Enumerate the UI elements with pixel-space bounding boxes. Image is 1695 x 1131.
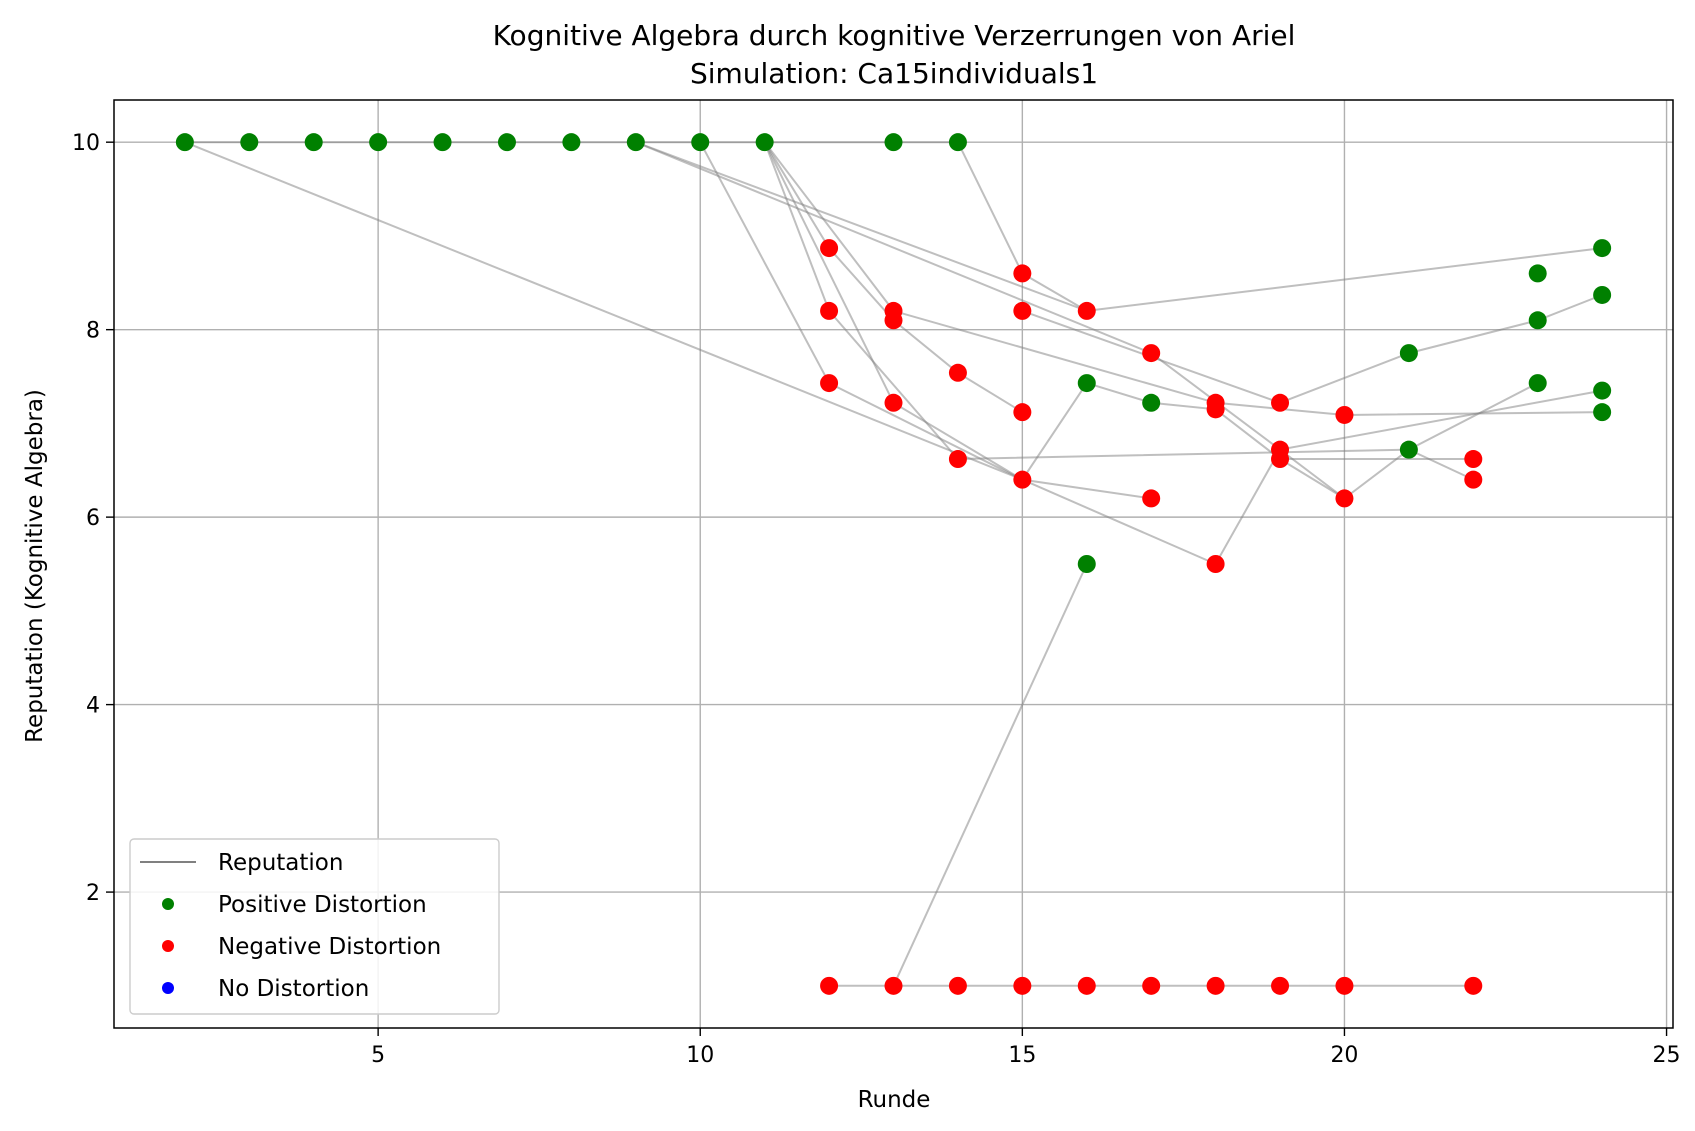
positive-distortion-point [948, 133, 967, 152]
positive-distortion-point [562, 133, 581, 152]
negative-distortion-point [820, 301, 839, 320]
y-axis-ticks: 2 4 6 8 10 [72, 131, 114, 906]
negative-distortion-point [948, 363, 967, 382]
negative-distortion-point [1206, 400, 1225, 419]
reputation-line [635, 141, 1603, 451]
legend-label: No Distortion [218, 976, 369, 1002]
negative-distortion-point [1335, 405, 1354, 424]
y-tick-label: 6 [86, 506, 100, 531]
positive-distortion-point [240, 133, 259, 152]
reputation-line [763, 141, 1023, 413]
positive-distortion-point [1399, 440, 1418, 459]
legend: Reputation Positive Distortion Negative Di… [129, 838, 500, 1015]
positive-distortion-point [755, 133, 774, 152]
negative-distortion-point [948, 976, 967, 995]
reputation-line [1021, 294, 1603, 404]
negative-distortion-point [1464, 470, 1483, 489]
positive-distortion-point [1593, 285, 1612, 304]
negative-distortion-point [1013, 470, 1032, 489]
positive-distortion-point [175, 133, 194, 152]
legend-box [129, 838, 500, 1015]
negative-distortion-point [1013, 403, 1032, 422]
negative-distortion-point [1206, 555, 1225, 573]
reputation-line [763, 141, 1474, 481]
negative-distortion-point [1013, 976, 1032, 995]
negative-distortion-point [1013, 301, 1032, 320]
negative-distortion-point [1142, 344, 1161, 363]
negative-distortion-point [948, 450, 967, 469]
data-points [175, 133, 1612, 995]
reputation-line [763, 141, 1539, 566]
positive-distortion-point [1528, 374, 1547, 393]
x-tick-label: 10 [686, 1043, 714, 1068]
positive-distortion-point [626, 133, 645, 152]
legend-marker-swatch [162, 940, 174, 952]
negative-distortion-point [1335, 976, 1354, 995]
negative-distortion-point [1271, 976, 1290, 995]
plot-frame [113, 99, 1674, 1029]
negative-distortion-point [820, 374, 839, 393]
negative-distortion-point [1077, 301, 1096, 320]
positive-distortion-point [1142, 393, 1161, 412]
positive-distortion-point [497, 133, 516, 152]
negative-distortion-point [1271, 450, 1290, 469]
x-tick-label: 25 [1653, 1043, 1681, 1068]
legend-marker-swatch [162, 982, 174, 994]
negative-distortion-point [1271, 393, 1290, 412]
positive-distortion-point [1528, 264, 1547, 283]
legend-label: Positive Distortion [218, 892, 427, 918]
negative-distortion-point [884, 393, 903, 412]
reputation-line [699, 141, 1152, 500]
positive-distortion-point [1593, 239, 1612, 258]
positive-distortion-point [1077, 555, 1096, 573]
y-tick-label: 2 [86, 881, 100, 906]
positive-distortion-point [433, 133, 452, 152]
y-axis-label: Reputation (Kognitive Algebra) [22, 389, 48, 743]
negative-distortion-point [1077, 976, 1096, 995]
legend-marker-swatch [162, 898, 174, 910]
y-tick-label: 4 [86, 694, 100, 719]
negative-distortion-point [1464, 450, 1483, 469]
negative-distortion-point [1335, 489, 1354, 508]
x-axis-label: Runde [858, 1087, 931, 1113]
positive-distortion-point [1528, 311, 1547, 330]
chart-subtitle: Simulation: Ca15individuals1 [690, 57, 1098, 90]
legend-label: Reputation [218, 850, 343, 876]
positive-distortion-point [884, 133, 903, 152]
negative-distortion-point [1142, 489, 1161, 508]
negative-distortion-point [820, 976, 839, 995]
chart-title: Kognitive Algebra durch kognitive Verzer… [493, 19, 1296, 52]
legend-label: Negative Distortion [218, 934, 441, 960]
x-tick-label: 5 [371, 1043, 385, 1068]
positive-distortion-point [369, 133, 388, 152]
y-tick-label: 8 [86, 319, 100, 344]
negative-distortion-point [1464, 976, 1483, 995]
x-tick-label: 20 [1330, 1043, 1358, 1068]
negative-distortion-point [884, 976, 903, 995]
positive-distortion-point [1077, 374, 1096, 393]
positive-distortion-point [304, 133, 323, 152]
positive-distortion-point [1399, 344, 1418, 363]
negative-distortion-point [1206, 976, 1225, 995]
negative-distortion-point [884, 311, 903, 330]
reputation-line [763, 141, 1603, 417]
negative-distortion-point [1142, 976, 1161, 995]
positive-distortion-point [1593, 381, 1612, 400]
y-tick-label: 10 [72, 131, 100, 156]
x-axis-ticks: 5 10 15 20 25 [371, 1028, 1681, 1068]
negative-distortion-point [820, 239, 839, 258]
positive-distortion-point [1593, 403, 1612, 422]
reputation-line [892, 563, 1088, 987]
negative-distortion-point [1013, 264, 1032, 283]
positive-distortion-point [691, 133, 710, 152]
x-tick-label: 15 [1008, 1043, 1036, 1068]
